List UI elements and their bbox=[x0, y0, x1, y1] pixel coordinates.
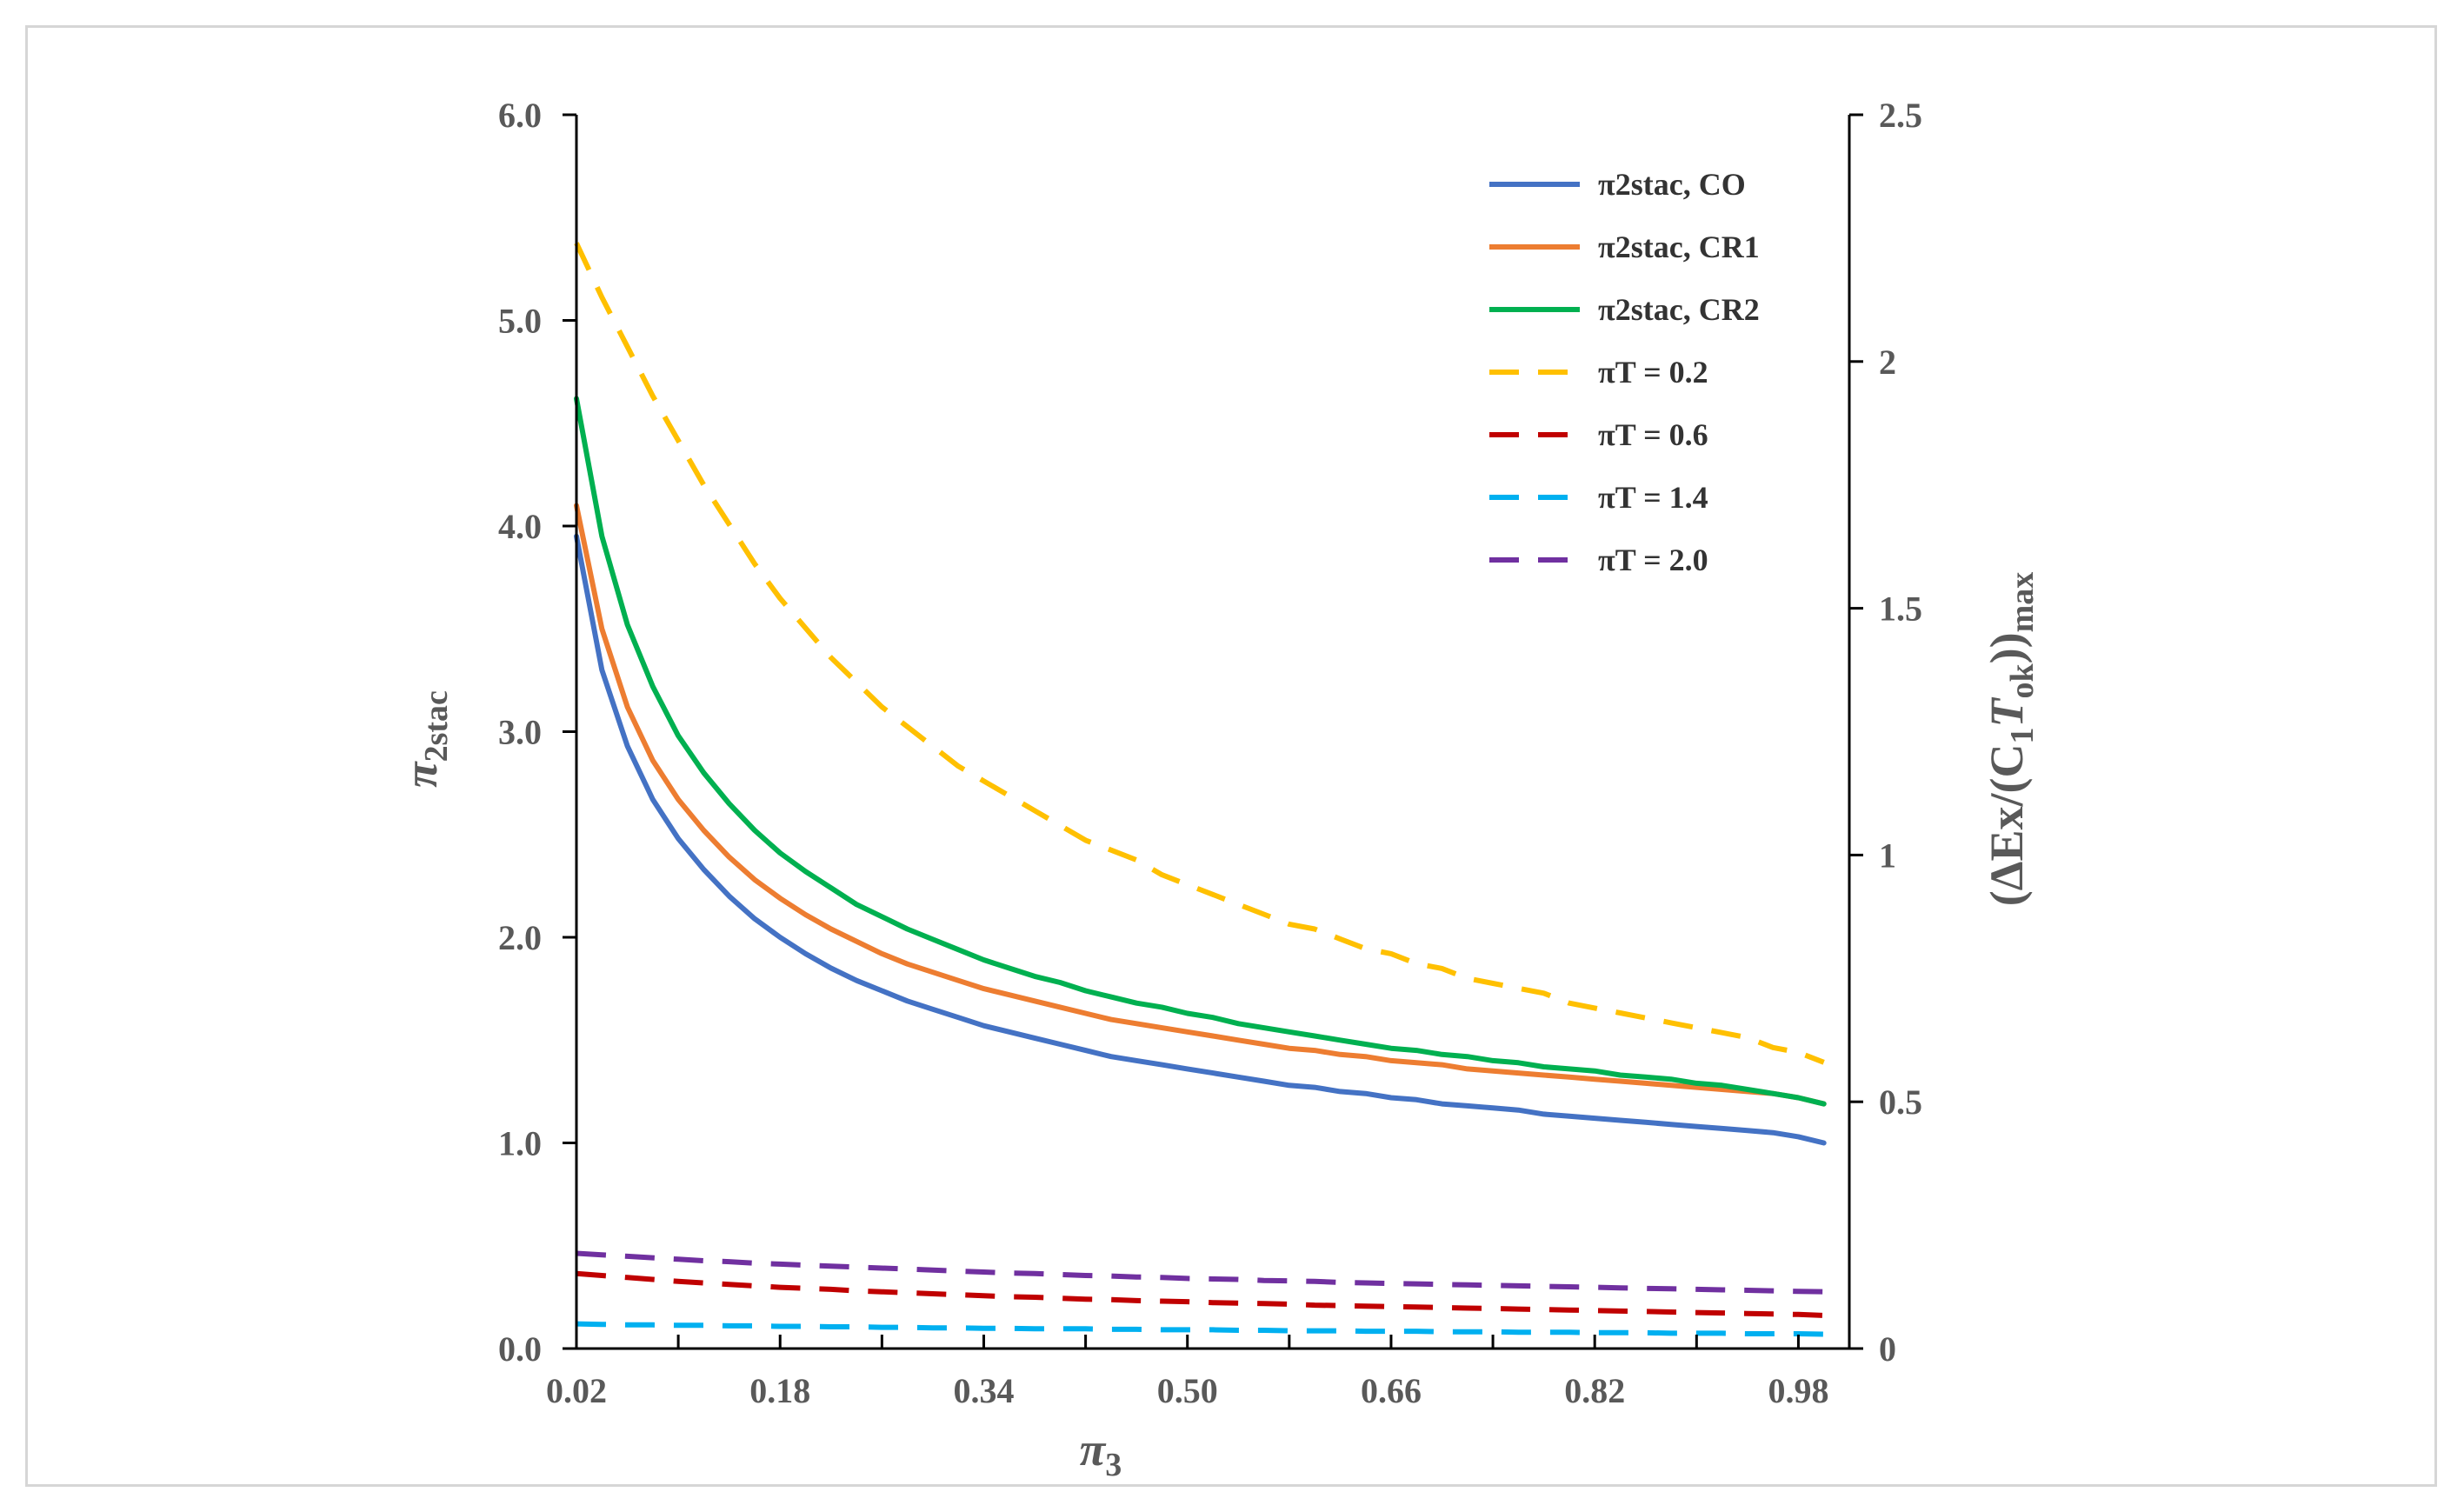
series-line-pi2stac-cr1 bbox=[574, 503, 1827, 1107]
legend-label: πT = 0.6 bbox=[1598, 417, 1708, 452]
y-left-tick-label: 5.0 bbox=[498, 302, 542, 341]
x-axis-title: π3 bbox=[1080, 1423, 1122, 1483]
legend-label: π2stac, CO bbox=[1598, 167, 1746, 202]
x-tick-label: 0.98 bbox=[1768, 1371, 1828, 1410]
series-line-pit-0p6 bbox=[576, 1270, 1824, 1318]
y-right-tick-label: 2 bbox=[1879, 343, 1896, 382]
series-line-pit-2p0 bbox=[576, 1250, 1824, 1295]
y-right-tick-label: 1 bbox=[1879, 836, 1896, 875]
y-left-tick-label: 4.0 bbox=[498, 507, 542, 546]
y-left-axis-title: π2stac bbox=[395, 690, 455, 788]
y-left-tick-label: 3.0 bbox=[498, 713, 542, 752]
y-right-tick-label: 0.5 bbox=[1879, 1082, 1922, 1122]
y-left-tick-label: 6.0 bbox=[498, 96, 542, 135]
y-left-tick-label: 2.0 bbox=[498, 918, 542, 957]
y-right-tick-label: 2.5 bbox=[1879, 96, 1922, 135]
y-right-tick-label: 1.5 bbox=[1879, 589, 1922, 629]
chart-frame bbox=[25, 25, 2437, 1487]
x-tick-label: 0.34 bbox=[953, 1371, 1014, 1410]
series-line-pi2stac-cr2 bbox=[574, 396, 1827, 1107]
legend-label: πT = 2.0 bbox=[1598, 543, 1708, 577]
x-tick-label: 0.02 bbox=[546, 1371, 607, 1410]
y-right-tick-label: 0 bbox=[1879, 1329, 1896, 1369]
legend-item-pit-1p4: πT = 1.4 bbox=[1489, 480, 1708, 515]
legend-label: πT = 1.4 bbox=[1598, 480, 1708, 515]
legend-item-pi2stac-cr2: π2stac, CR2 bbox=[1489, 292, 1760, 327]
series-line-pit-1p4 bbox=[576, 1321, 1824, 1337]
y-left-tick-label: 0.0 bbox=[498, 1329, 542, 1369]
x-tick-label: 0.66 bbox=[1361, 1371, 1422, 1410]
x-tick-label: 0.82 bbox=[1564, 1371, 1625, 1410]
legend-label: πT = 0.2 bbox=[1598, 355, 1708, 390]
series-line-pit-0p2 bbox=[574, 242, 1825, 1065]
x-tick-label: 0.18 bbox=[749, 1371, 810, 1410]
legend-item-pit-0p6: πT = 0.6 bbox=[1489, 417, 1708, 452]
legend-item-pit-0p2: πT = 0.2 bbox=[1489, 355, 1708, 390]
series-line-pi2stac-co bbox=[574, 533, 1827, 1146]
legend-item-pi2stac-co: π2stac, CO bbox=[1489, 167, 1746, 202]
x-tick-label: 0.50 bbox=[1157, 1371, 1218, 1410]
legend-item-pit-2p0: πT = 2.0 bbox=[1489, 543, 1708, 577]
legend-item-pi2stac-cr1: π2stac, CR1 bbox=[1489, 230, 1760, 264]
legend-label: π2stac, CR2 bbox=[1598, 292, 1760, 327]
legend-label: π2stac, CR1 bbox=[1598, 230, 1760, 264]
y-left-tick-label: 1.0 bbox=[498, 1124, 542, 1163]
y-right-axis-title: (ΔEx/(C1Tok))max bbox=[1981, 572, 2041, 907]
